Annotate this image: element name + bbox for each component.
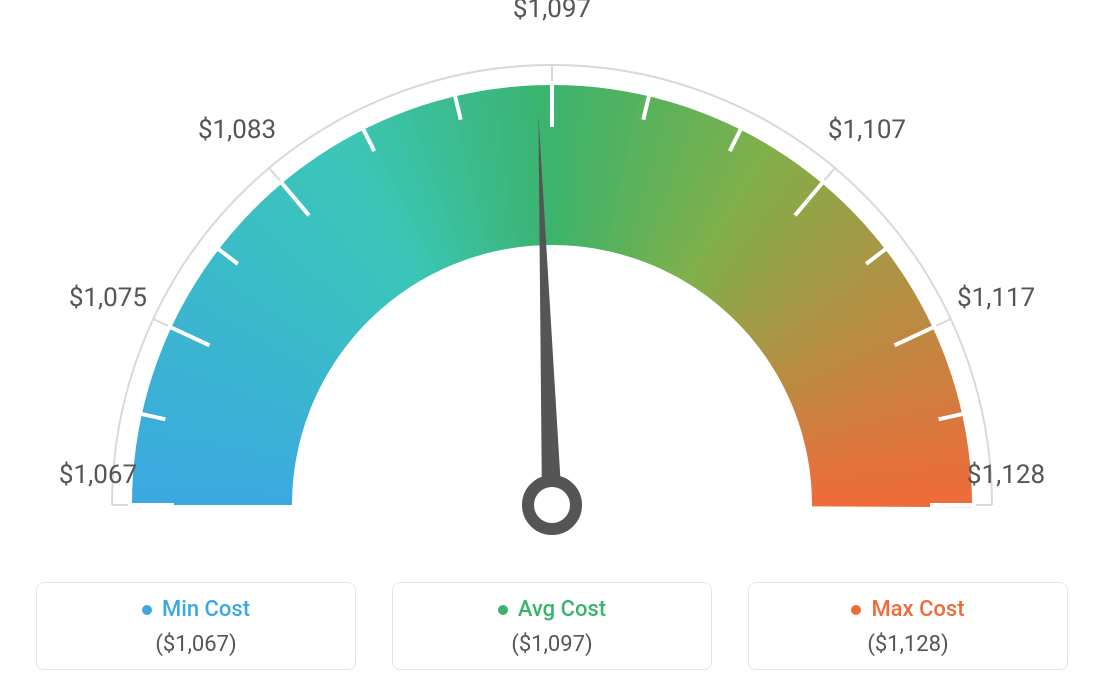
gauge-tick-label: $1,067: [59, 460, 137, 490]
legend-card-max: Max Cost ($1,128): [748, 582, 1068, 670]
legend-label-max: Max Cost: [871, 597, 964, 622]
legend-title-avg: Avg Cost: [498, 597, 606, 622]
gauge-tick-label: $1,083: [198, 115, 276, 145]
legend-value-avg: ($1,097): [393, 632, 711, 657]
legend-title-max: Max Cost: [851, 597, 964, 622]
gauge-outer-tick: [936, 319, 951, 326]
legend-card-avg: Avg Cost ($1,097): [392, 582, 712, 670]
legend-title-min: Min Cost: [142, 597, 250, 622]
legend-dot-min: [142, 605, 152, 615]
legend-row: Min Cost ($1,067) Avg Cost ($1,097) Max …: [0, 582, 1104, 670]
gauge-outer-tick: [269, 168, 279, 180]
gauge-tick-label: $1,075: [69, 283, 147, 313]
gauge-needle-hub: [528, 481, 576, 529]
legend-label-avg: Avg Cost: [518, 597, 606, 622]
gauge-tick-label: $1,128: [967, 460, 1045, 490]
legend-dot-max: [851, 605, 861, 615]
gauge-tick-label: $1,117: [957, 283, 1035, 313]
gauge-svg: [0, 0, 1104, 560]
legend-value-min: ($1,067): [37, 632, 355, 657]
gauge-tick-label: $1,107: [828, 115, 906, 145]
cost-gauge-chart: $1,067 $1,075 $1,083 $1,097 $1,107 $1,117 $1,1…: [0, 0, 1104, 560]
gauge-outer-tick: [825, 168, 835, 180]
legend-label-min: Min Cost: [162, 597, 250, 622]
legend-card-min: Min Cost ($1,067): [36, 582, 356, 670]
legend-value-max: ($1,128): [749, 632, 1067, 657]
gauge-tick-label: $1,097: [513, 0, 591, 24]
gauge-outer-tick: [153, 319, 168, 326]
legend-dot-avg: [498, 605, 508, 615]
